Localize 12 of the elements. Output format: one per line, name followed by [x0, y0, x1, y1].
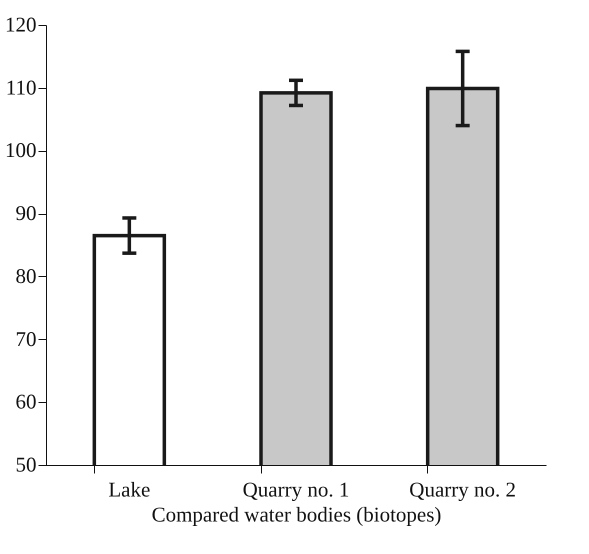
x-tick-label: Quarry no. 2 — [409, 478, 516, 502]
x-tick-label: Quarry no. 1 — [242, 478, 350, 502]
y-tick-label: 100 — [5, 138, 36, 162]
y-tick-label: 120 — [5, 12, 36, 36]
y-tick-label: 110 — [6, 75, 36, 100]
y-tick-label: 90 — [16, 201, 36, 226]
x-axis-title: Compared water bodies (biotopes) — [152, 502, 442, 526]
y-tick-label: 50 — [16, 452, 36, 476]
y-tick-label: 80 — [16, 264, 36, 288]
y-tick-label: 60 — [16, 390, 36, 414]
y-tick-label: 70 — [16, 326, 36, 351]
x-tick-label: Lake — [108, 478, 150, 502]
